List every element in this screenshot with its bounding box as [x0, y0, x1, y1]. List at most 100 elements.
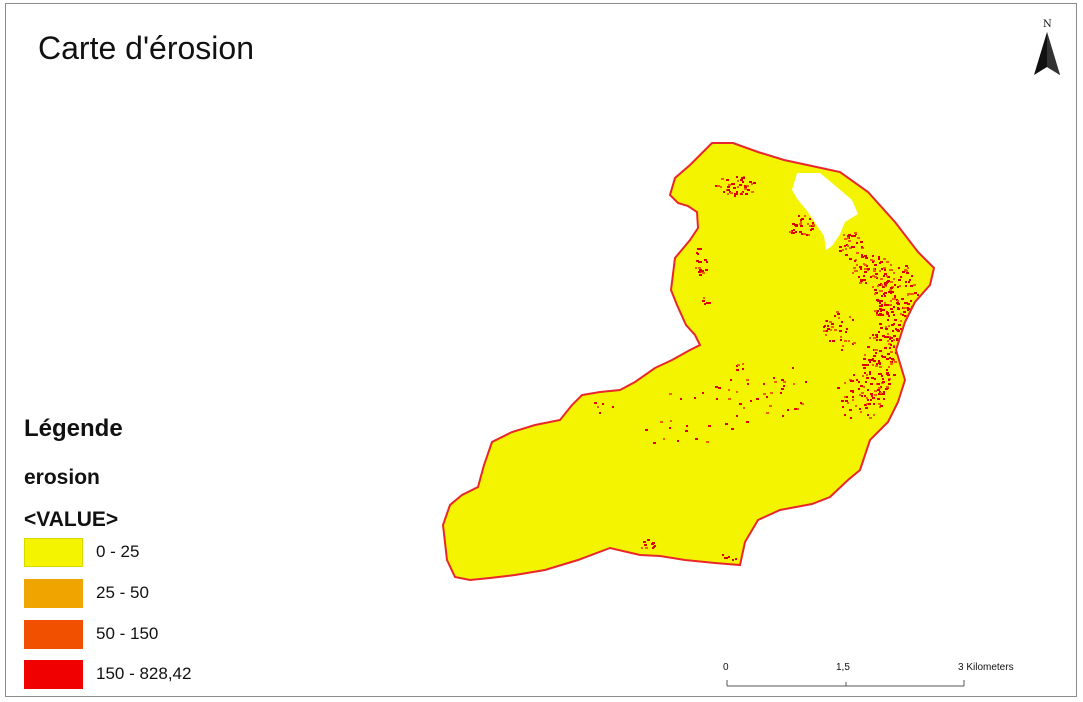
erosion-pixel	[884, 304, 887, 306]
erosion-pixel	[857, 237, 860, 239]
erosion-pixel	[858, 381, 860, 383]
erosion-pixel	[824, 325, 826, 327]
erosion-pixel	[875, 352, 877, 354]
erosion-pixel	[861, 246, 863, 248]
erosion-pixel	[887, 319, 889, 321]
erosion-pixel	[698, 261, 701, 263]
erosion-pixel	[869, 373, 871, 375]
erosion-pixel	[702, 392, 704, 394]
erosion-pixel	[856, 379, 858, 381]
scale-bar	[726, 680, 965, 687]
erosion-pixel	[644, 544, 647, 546]
erosion-pixel	[846, 396, 848, 398]
erosion-pixel	[910, 300, 912, 302]
erosion-pixel	[841, 400, 844, 402]
erosion-pixel	[858, 276, 860, 278]
erosion-pixel	[879, 373, 882, 375]
erosion-pixel	[852, 399, 854, 401]
erosion-pixel	[892, 291, 894, 293]
erosion-pixel	[872, 364, 874, 366]
erosion-pixel	[708, 425, 711, 427]
erosion-pixel	[750, 400, 752, 402]
erosion-pixel	[842, 249, 844, 251]
erosion-pixel	[886, 372, 889, 374]
erosion-pixel	[883, 267, 886, 269]
legend-swatch	[24, 538, 83, 567]
north-arrow-icon	[1034, 32, 1060, 75]
erosion-pixel	[874, 276, 877, 278]
scale-tick-mid: 1,5	[836, 662, 850, 673]
erosion-pixel	[851, 235, 853, 237]
erosion-pixel	[867, 268, 870, 270]
erosion-pixel	[871, 359, 874, 361]
erosion-pixel	[872, 255, 874, 257]
erosion-pixel	[792, 367, 794, 369]
erosion-pixel	[875, 349, 878, 351]
erosion-pixel	[669, 393, 672, 395]
erosion-pixel	[879, 302, 881, 304]
erosion-pixel	[905, 307, 907, 309]
erosion-pixel	[812, 222, 814, 224]
erosion-pixel	[806, 234, 808, 236]
erosion-pixel	[886, 369, 888, 371]
no-data-area	[792, 173, 858, 250]
erosion-pixel	[861, 392, 864, 394]
erosion-pixel	[882, 356, 884, 358]
erosion-pixel	[897, 307, 899, 309]
erosion-pixel	[645, 547, 648, 549]
erosion-pixel	[811, 228, 814, 230]
erosion-pixel	[612, 406, 614, 408]
erosion-pixel	[826, 320, 828, 322]
erosion-pixel	[905, 265, 908, 267]
erosion-pixel	[812, 224, 815, 226]
erosion-pixel	[891, 311, 894, 313]
erosion-pixel	[832, 340, 835, 342]
erosion-pixel	[893, 272, 895, 274]
erosion-pixel	[871, 395, 873, 397]
erosion-pixel	[876, 363, 878, 365]
erosion-pixel	[746, 185, 749, 187]
erosion-pixel	[891, 324, 894, 326]
erosion-pixel	[879, 270, 881, 272]
erosion-pixel	[897, 330, 900, 332]
erosion-pixel	[702, 272, 705, 274]
erosion-pixel	[874, 293, 876, 295]
erosion-pixel	[902, 271, 905, 273]
erosion-pixel	[783, 385, 785, 387]
legend-layer-name: erosion	[24, 466, 100, 489]
erosion-pixel	[845, 254, 848, 256]
erosion-pixel	[905, 335, 907, 337]
erosion-pixel	[739, 184, 742, 186]
erosion-pixel	[886, 312, 889, 314]
erosion-pixel	[876, 314, 878, 316]
erosion-pixel	[847, 245, 849, 247]
erosion-pixel	[736, 176, 738, 178]
erosion-pixel	[886, 261, 889, 263]
erosion-pixel	[856, 242, 858, 244]
erosion-pixel	[839, 246, 842, 248]
erosion-pixel	[722, 554, 724, 556]
erosion-pixel	[878, 314, 881, 316]
erosion-pixel	[856, 252, 859, 254]
erosion-pixel	[698, 271, 701, 273]
erosion-pixel	[726, 179, 729, 181]
erosion-pixel	[859, 266, 862, 268]
erosion-pixel	[900, 276, 902, 278]
erosion-pixel	[887, 340, 889, 342]
erosion-pixel	[845, 331, 847, 333]
erosion-pixel	[745, 193, 748, 195]
erosion-pixel	[889, 289, 892, 291]
erosion-pixel	[789, 231, 792, 233]
erosion-pixel	[846, 328, 848, 330]
erosion-pixel	[902, 314, 904, 316]
erosion-pixel	[872, 261, 874, 263]
erosion-pixel	[751, 191, 754, 193]
erosion-pixel	[744, 188, 747, 190]
erosion-pixel	[706, 261, 708, 263]
erosion-pixel	[878, 403, 881, 405]
erosion-pixel	[599, 412, 601, 414]
erosion-pixel	[884, 302, 886, 304]
erosion-pixel	[890, 264, 892, 266]
map-title: Carte d'érosion	[38, 30, 254, 66]
erosion-pixel	[853, 267, 856, 269]
